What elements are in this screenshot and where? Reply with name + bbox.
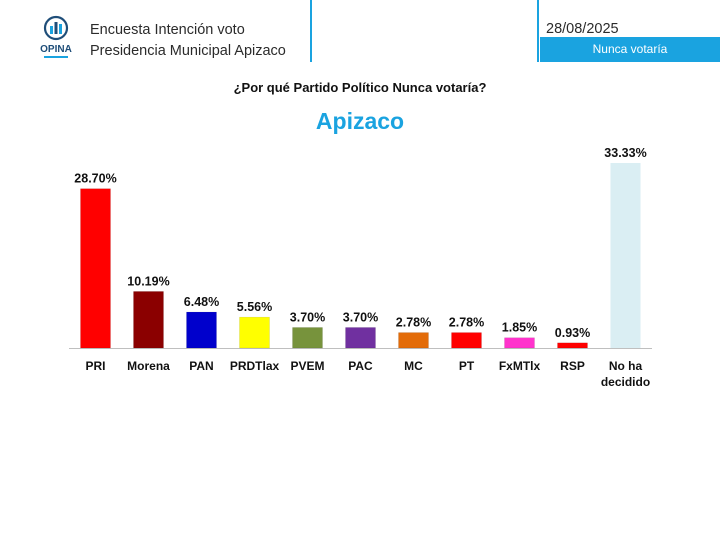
category-label: decidido (601, 375, 650, 389)
data-label: 2.78% (449, 316, 484, 330)
survey-line1: Encuesta Intención voto (90, 22, 245, 38)
category-label: PRI (85, 359, 105, 373)
category-label: PAN (189, 359, 213, 373)
bar (398, 332, 429, 349)
bar (557, 342, 588, 349)
data-label: 6.48% (184, 295, 219, 309)
category-label: PVEM (290, 359, 324, 373)
survey-date: 28/08/2025 (546, 21, 619, 37)
bar (504, 337, 535, 349)
survey-heading: Encuesta Intención voto Presidencia Muni… (90, 20, 286, 62)
header-divider-right (537, 0, 539, 62)
category-label: No ha (609, 359, 643, 373)
opina-logo: OPINA (40, 15, 72, 58)
category-label: Morena (127, 359, 170, 373)
survey-line2: Presidencia Municipal Apizaco (90, 43, 286, 59)
category-label: FxMTlx (499, 359, 541, 373)
chart-subtitle: Apizaco (315, 108, 405, 134)
category-label: RSP (560, 359, 585, 373)
bar (133, 291, 164, 349)
bar (451, 332, 482, 349)
header: OPINA Encuesta Intención voto Presidenci… (0, 0, 720, 66)
data-label: 3.70% (290, 310, 325, 324)
bar (292, 327, 323, 349)
bar (345, 327, 376, 349)
bar (80, 188, 111, 349)
data-label: 3.70% (343, 310, 378, 324)
data-label: 5.56% (237, 300, 272, 314)
bar (239, 316, 270, 349)
data-label: 10.19% (127, 274, 169, 288)
category-tag: Nunca votaría (540, 37, 720, 62)
category-label: MC (404, 359, 423, 373)
header-divider-left (310, 0, 312, 62)
category-label: PAC (348, 359, 373, 373)
data-label: 1.85% (502, 321, 537, 335)
data-label: 33.33% (604, 146, 646, 160)
data-label: 0.93% (555, 326, 590, 340)
chart-title: ¿Por qué Partido Político Nunca votaría? (233, 80, 487, 95)
data-label: 2.78% (396, 316, 431, 330)
bar (610, 163, 641, 348)
category-label: PT (459, 359, 475, 373)
bar (186, 311, 217, 349)
logo-text: OPINA (40, 44, 72, 55)
data-label: 28.70% (74, 172, 116, 186)
category-label: PRDTlax (230, 359, 280, 373)
